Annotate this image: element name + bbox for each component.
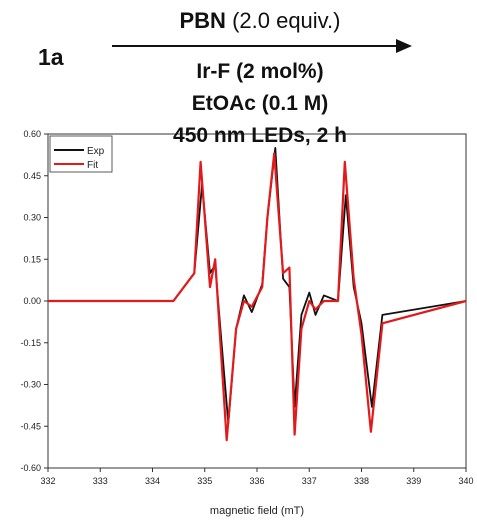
axis-ticks: 332 333 334 335 336 337 338 339 340 -0.60 -0.45 -0.… xyxy=(20,129,473,486)
condition-light: 450 nm LEDs, 2 h xyxy=(173,124,347,147)
condition-solvent: EtOAc (0.1 M) xyxy=(191,92,329,115)
legend-box xyxy=(49,135,113,173)
x-axis-title: magnetic field (mT) xyxy=(210,505,304,517)
series-line-exp xyxy=(48,146,467,425)
x-tick-label: 335 xyxy=(197,476,212,486)
y-tick-label: -0.30 xyxy=(20,380,41,390)
y-tick-label: 0.45 xyxy=(23,171,41,181)
legend-label-fit: Fit xyxy=(87,160,98,171)
y-tick-label: 0.15 xyxy=(23,254,41,264)
x-tick-label: 340 xyxy=(458,476,473,486)
x-tick-label: 338 xyxy=(354,476,369,486)
legend: Exp Fit xyxy=(49,135,113,173)
x-tick-label: 339 xyxy=(406,476,421,486)
x-tick-label: 336 xyxy=(249,476,264,486)
x-tick-label: 332 xyxy=(40,476,55,486)
condition-catalyst: Ir-F (2 mol%) xyxy=(196,60,324,83)
x-tick-label: 334 xyxy=(145,476,160,486)
data-series xyxy=(48,146,467,442)
y-tick-label: -0.45 xyxy=(20,421,41,431)
reagent-label: PBN (2.0 equiv.) xyxy=(0,8,477,34)
legend-label-exp: Exp xyxy=(87,146,105,157)
y-tick-label: 0.00 xyxy=(23,296,41,306)
x-tick-label: 337 xyxy=(302,476,317,486)
reagent-name: PBN xyxy=(179,8,226,33)
y-tick-label: -0.15 xyxy=(20,338,41,348)
y-tick-label: 0.60 xyxy=(23,129,41,139)
compound-label: 1a xyxy=(38,44,64,70)
x-tick-label: 333 xyxy=(93,476,108,486)
y-tick-label: -0.60 xyxy=(20,463,41,473)
series-line-fit xyxy=(48,152,467,442)
reaction-arrow-head xyxy=(396,39,412,53)
reagent-equiv: (2.0 equiv.) xyxy=(225,8,341,33)
y-tick-label: 0.30 xyxy=(23,213,41,223)
